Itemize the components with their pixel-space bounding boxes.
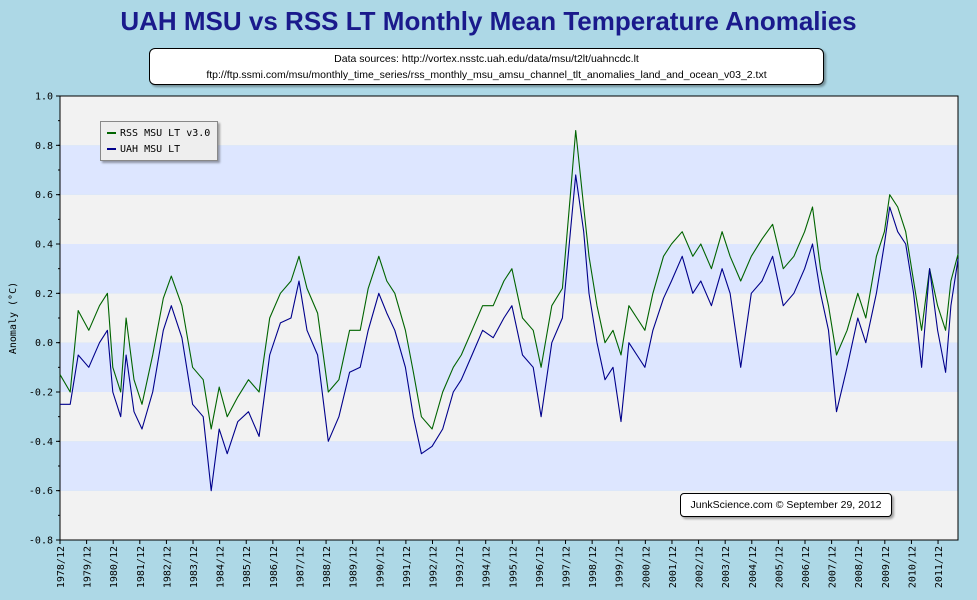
x-tick-label: 1991/12 xyxy=(402,546,413,588)
x-tick-label: 1985/12 xyxy=(242,546,253,588)
series-line-uah xyxy=(60,174,959,492)
plot-band xyxy=(60,244,958,294)
x-tick-label: 1996/12 xyxy=(535,546,546,588)
y-tick-label: -0.4 xyxy=(29,437,53,448)
x-tick-label: 1993/12 xyxy=(455,546,466,588)
x-tick-label: 2000/12 xyxy=(641,546,652,588)
x-tick-label: 2001/12 xyxy=(668,546,679,588)
x-tick-label: 1978/12 xyxy=(56,546,67,588)
x-tick-label: 2010/12 xyxy=(907,546,918,588)
x-tick-label: 2005/12 xyxy=(774,546,785,588)
x-tick-label: 1998/12 xyxy=(588,546,599,588)
series-lines xyxy=(59,129,959,492)
x-tick-label: 1984/12 xyxy=(216,546,227,588)
x-tick-label: 1994/12 xyxy=(482,546,493,588)
x-tick-label: 1992/12 xyxy=(428,546,439,588)
data-source-line-2: ftp://ftp.ssmi.com/msu/monthly_time_seri… xyxy=(206,69,767,81)
x-tick-label: 2009/12 xyxy=(881,546,892,588)
y-tick-label: 0.4 xyxy=(35,240,53,251)
x-tick-label: 2004/12 xyxy=(748,546,759,588)
x-tick-label: 2011/12 xyxy=(934,546,945,588)
x-tick-label: 2007/12 xyxy=(828,546,839,588)
plot-band xyxy=(60,441,958,491)
x-tick-label: 1979/12 xyxy=(83,546,94,588)
series-line-rss xyxy=(59,129,959,430)
x-tick-label: 1987/12 xyxy=(295,546,306,588)
legend: RSS MSU LT v3.0 UAH MSU LT xyxy=(100,121,218,161)
data-sources-box: Data sources: http://vortex.nsstc.uah.ed… xyxy=(149,48,824,85)
y-tick-label: 1.0 xyxy=(35,92,53,103)
credit-box: JunkScience.com © September 29, 2012 xyxy=(680,493,892,517)
plot-band xyxy=(60,342,958,392)
plot-band xyxy=(60,194,958,244)
x-tick-label: 2006/12 xyxy=(801,546,812,588)
y-tick-label: 0.0 xyxy=(35,338,53,349)
y-tick-label: -0.8 xyxy=(29,536,53,547)
x-tick-label: 1995/12 xyxy=(508,546,519,588)
legend-swatch-uah xyxy=(107,148,116,150)
legend-item-rss: RSS MSU LT v3.0 xyxy=(107,126,210,140)
plot-band xyxy=(60,293,958,343)
y-tick-label: 0.6 xyxy=(35,190,53,201)
y-tick-label: 0.2 xyxy=(35,289,53,300)
x-tick-label: 1980/12 xyxy=(109,546,120,588)
x-tick-label: 1982/12 xyxy=(162,546,173,588)
legend-label-uah: UAH MSU LT xyxy=(120,143,181,155)
x-tick-label: 1983/12 xyxy=(189,546,200,588)
legend-label-rss: RSS MSU LT v3.0 xyxy=(120,127,211,139)
legend-swatch-rss xyxy=(107,132,116,134)
x-tick-label: 1986/12 xyxy=(269,546,280,588)
plot-band xyxy=(60,392,958,442)
x-tick-label: 1981/12 xyxy=(136,546,147,588)
x-tick-label: 1997/12 xyxy=(562,546,573,588)
data-source-line-1: Data sources: http://vortex.nsstc.uah.ed… xyxy=(334,53,639,65)
x-tick-label: 2003/12 xyxy=(721,546,732,588)
y-tick-label: -0.6 xyxy=(29,486,53,497)
legend-item-uah: UAH MSU LT xyxy=(107,142,180,156)
x-tick-label: 1999/12 xyxy=(615,546,626,588)
y-axis-label: Anomaly (°C) xyxy=(8,282,19,354)
x-tick-label: 1990/12 xyxy=(375,546,386,588)
y-tick-label: 0.8 xyxy=(35,141,53,152)
x-axis: 1978/12 1979/12 1980/12 1981/12 1982/12 1983/… xyxy=(56,540,945,588)
x-tick-label: 2002/12 xyxy=(695,546,706,588)
chart-title: UAH MSU vs RSS LT Monthly Mean Temperatu… xyxy=(120,6,857,36)
x-tick-label: 1989/12 xyxy=(349,546,360,588)
y-tick-label: -0.2 xyxy=(29,388,53,399)
x-tick-label: 1988/12 xyxy=(322,546,333,588)
plot-bands xyxy=(60,96,958,540)
y-axis: 1.0 0.8 0.6 0.4 0.2 0.0 -0.2 -0.4 -0.6 -0.8 xyxy=(29,92,60,547)
x-tick-label: 2008/12 xyxy=(854,546,865,588)
